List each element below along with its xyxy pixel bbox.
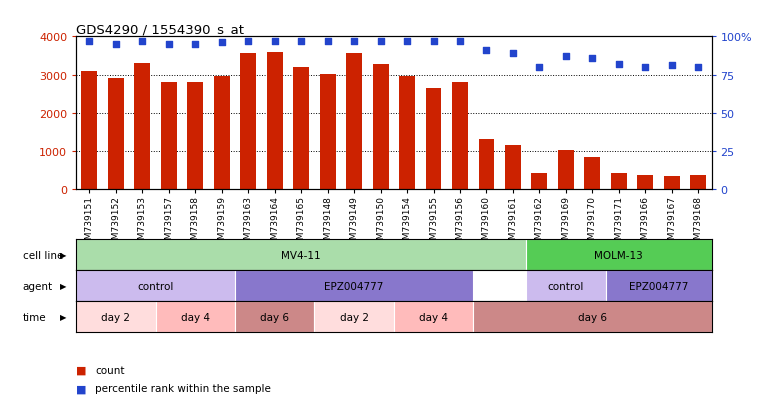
Text: day 2: day 2 bbox=[101, 312, 130, 322]
Bar bbox=[584, 157, 600, 190]
Point bbox=[242, 38, 254, 45]
Bar bbox=[638, 176, 653, 190]
Text: day 4: day 4 bbox=[181, 312, 210, 322]
Bar bbox=[479, 140, 495, 190]
Point bbox=[163, 41, 175, 48]
Point bbox=[110, 41, 122, 48]
Point bbox=[269, 38, 281, 45]
Point bbox=[480, 47, 492, 54]
Text: ▶: ▶ bbox=[59, 313, 66, 321]
Text: EPZ004777: EPZ004777 bbox=[629, 281, 688, 291]
Bar bbox=[81, 71, 97, 190]
Text: percentile rank within the sample: percentile rank within the sample bbox=[95, 383, 271, 393]
Point bbox=[428, 38, 440, 45]
Point bbox=[348, 38, 360, 45]
Bar bbox=[108, 79, 124, 190]
Bar bbox=[76, 240, 526, 271]
Point bbox=[322, 38, 334, 45]
Bar bbox=[314, 301, 394, 332]
Bar bbox=[394, 301, 473, 332]
Text: MOLM-13: MOLM-13 bbox=[594, 250, 643, 260]
Point bbox=[586, 55, 598, 62]
Text: count: count bbox=[95, 365, 125, 375]
Text: day 4: day 4 bbox=[419, 312, 448, 322]
Point bbox=[639, 64, 651, 71]
Text: ▶: ▶ bbox=[59, 251, 66, 259]
Text: day 6: day 6 bbox=[578, 312, 607, 322]
Bar bbox=[293, 68, 309, 190]
Point bbox=[189, 41, 202, 48]
Bar bbox=[155, 301, 235, 332]
Point bbox=[136, 38, 148, 45]
Point bbox=[666, 63, 678, 69]
Text: ▶: ▶ bbox=[59, 282, 66, 290]
Bar bbox=[526, 271, 606, 301]
Text: ■: ■ bbox=[76, 365, 87, 375]
Bar bbox=[606, 271, 712, 301]
Text: EPZ004777: EPZ004777 bbox=[324, 281, 384, 291]
Bar bbox=[473, 301, 712, 332]
Bar bbox=[452, 83, 468, 190]
Bar bbox=[526, 240, 712, 271]
Point bbox=[401, 38, 413, 45]
Bar bbox=[373, 65, 389, 190]
Bar bbox=[346, 55, 362, 190]
Bar bbox=[235, 301, 314, 332]
Bar bbox=[611, 173, 627, 190]
Bar bbox=[531, 173, 547, 190]
Bar bbox=[135, 64, 150, 190]
Point bbox=[215, 40, 228, 47]
Point bbox=[454, 38, 466, 45]
Point bbox=[613, 62, 625, 68]
Bar bbox=[161, 83, 177, 190]
Text: agent: agent bbox=[23, 281, 53, 291]
Point bbox=[83, 38, 95, 45]
Point bbox=[507, 51, 519, 57]
Bar bbox=[267, 53, 282, 190]
Text: day 2: day 2 bbox=[339, 312, 368, 322]
Bar bbox=[505, 146, 521, 190]
Bar bbox=[664, 176, 680, 190]
Bar bbox=[399, 77, 415, 190]
Text: control: control bbox=[548, 281, 584, 291]
Bar bbox=[690, 176, 706, 190]
Text: ■: ■ bbox=[76, 383, 87, 393]
Bar bbox=[240, 55, 256, 190]
Point bbox=[560, 54, 572, 60]
Point bbox=[374, 38, 387, 45]
Bar bbox=[214, 77, 230, 190]
Bar bbox=[187, 83, 203, 190]
Bar bbox=[76, 301, 155, 332]
Bar bbox=[558, 150, 574, 190]
Text: time: time bbox=[23, 312, 46, 322]
Point bbox=[693, 64, 705, 71]
Text: control: control bbox=[137, 281, 174, 291]
Point bbox=[295, 38, 307, 45]
Bar bbox=[76, 271, 235, 301]
Bar bbox=[235, 271, 473, 301]
Bar bbox=[320, 75, 336, 190]
Point bbox=[533, 64, 546, 71]
Text: MV4-11: MV4-11 bbox=[282, 250, 321, 260]
Bar bbox=[425, 89, 441, 190]
Text: day 6: day 6 bbox=[260, 312, 289, 322]
Text: GDS4290 / 1554390_s_at: GDS4290 / 1554390_s_at bbox=[76, 23, 244, 36]
Text: cell line: cell line bbox=[23, 250, 63, 260]
